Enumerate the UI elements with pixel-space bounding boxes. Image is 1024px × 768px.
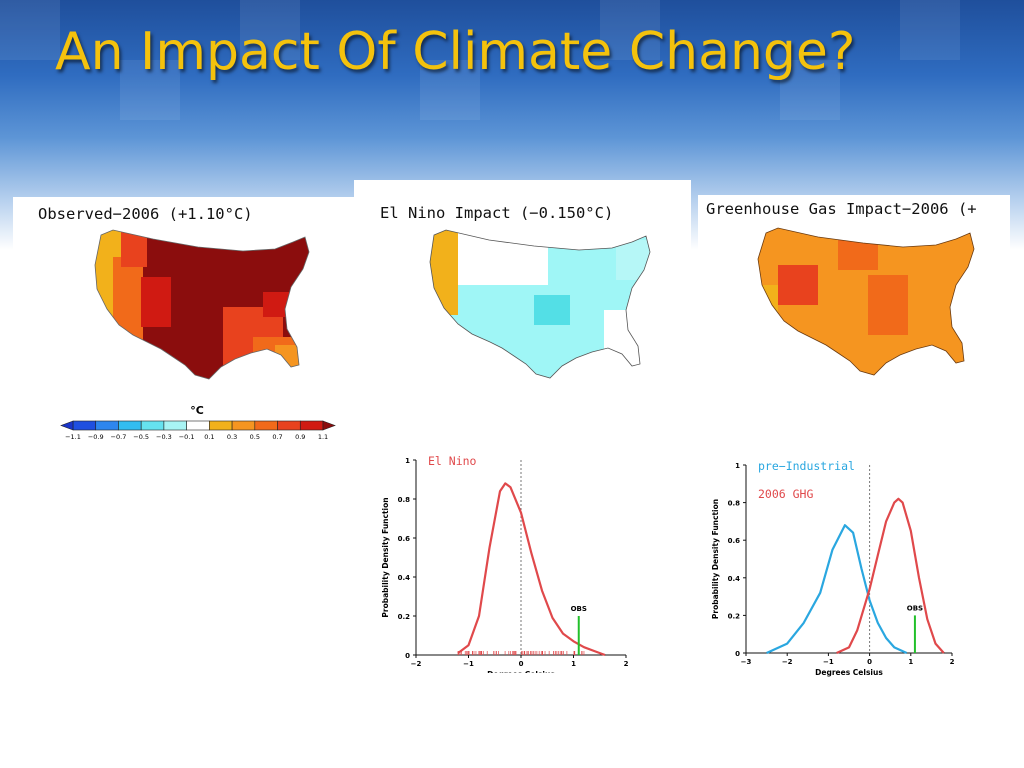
colorbar-swatch: [277, 420, 301, 431]
y-tick-label: 0: [735, 650, 740, 658]
colorbar-tick-label: 0.5: [250, 433, 260, 441]
banner-tile: [240, 0, 300, 60]
colorbar-swatch: [231, 420, 256, 431]
x-tick-label: 2: [624, 660, 629, 668]
x-tick-label: −2: [411, 660, 422, 668]
pdf-series-line: [766, 524, 908, 655]
elnino-map-title: El Nino Impact (−0.150°C): [380, 204, 614, 222]
y-axis-label: Probability Density Function: [711, 499, 720, 619]
banner-tile: [780, 60, 840, 120]
colorbar-tick-label: −0.5: [133, 433, 149, 441]
banner-tile: [420, 60, 480, 120]
x-tick-label: −3: [741, 658, 752, 666]
y-tick-label: 0.4: [728, 575, 741, 583]
colorbar-swatch: [209, 420, 233, 431]
banner-tile: [0, 0, 60, 60]
colorbar-tick-label: 0.9: [295, 433, 305, 441]
colorbar-swatch: [299, 420, 324, 431]
colorbar-swatch: [254, 420, 278, 431]
x-axis-label: Degrees Celsius: [487, 670, 555, 673]
x-tick-label: 2: [950, 658, 955, 666]
ghg-pdf-chart: 0 0.2 0.4 0.6 0.8 1 −3 −2 −1 0 1 2 OBS Probability De…: [710, 448, 960, 678]
obs-label: OBS: [571, 605, 587, 613]
banner-tile: [600, 0, 660, 60]
colorbar-tick-label: 0.3: [227, 433, 237, 441]
banner-tile: [900, 0, 960, 60]
x-tick-label: 1: [908, 658, 913, 666]
obs-label: OBS: [907, 604, 923, 612]
observed-map: °C −1.1 −0.9 −0.7 −0.5 −0.3 −0.1 0.1 0.3 0.5 0.7 0…: [60, 229, 336, 441]
y-tick-label: 0.2: [728, 612, 741, 620]
colorbar-tick-label: −0.9: [88, 433, 104, 441]
colorbar-arrow-left: [60, 420, 74, 431]
y-tick-label: 0.2: [398, 613, 411, 621]
y-axis-label: Probability Density Function: [381, 497, 390, 617]
observed-map-panel: Observed−2006 (+1.10°C) °C −1.1 −0.9 −0.7−…: [13, 197, 355, 447]
y-tick-label: 0.6: [728, 537, 741, 545]
x-tick-label: −1: [463, 660, 474, 668]
y-tick-label: 0.8: [398, 496, 411, 504]
colorbar-tick-label: −1.1: [65, 433, 81, 441]
ghg-map: [757, 227, 975, 376]
ghg-map-title: Greenhouse Gas Impact−2006 (+: [706, 200, 977, 218]
legend-entry: pre−Industrial: [758, 459, 855, 473]
x-tick-label: 0: [867, 658, 872, 666]
observed-map-title: Observed−2006 (+1.10°C): [38, 205, 253, 223]
colorbar-tick-label: 0.7: [272, 433, 282, 441]
colorbar-swatch: [118, 420, 142, 431]
colorbar-unit: °C: [190, 404, 204, 417]
colorbar-swatch: [163, 420, 187, 431]
banner-tile: [120, 60, 180, 120]
y-tick-label: 1: [405, 457, 410, 465]
x-tick-label: −1: [823, 658, 834, 666]
y-tick-label: 1: [735, 462, 740, 470]
elnino-pdf-chart: 0 0.2 0.4 0.6 0.8 1 −2 −1 0 1 2 OBS Probability Dens…: [372, 448, 642, 673]
y-tick-label: 0: [405, 652, 410, 660]
colorbar-tick-label: −0.1: [179, 433, 195, 441]
colorbar: −1.1 −0.9 −0.7 −0.5 −0.3 −0.1 0.1 0.3 0.5 0.7 0.9 1…: [60, 420, 336, 441]
elnino-map: [429, 229, 651, 379]
x-tick-label: −2: [782, 658, 793, 666]
colorbar-tick-label: −0.7: [111, 433, 127, 441]
x-axis-label: Degrees Celsius: [815, 668, 883, 677]
x-tick-label: 1: [571, 660, 576, 668]
colorbar-arrow-right: [322, 420, 336, 431]
colorbar-swatch: [140, 420, 165, 431]
x-tick-label: 0: [519, 660, 524, 668]
ghg-map-panel: Greenhouse Gas Impact−2006 (+: [698, 195, 1010, 395]
colorbar-tick-label: 0.1: [204, 433, 214, 441]
colorbar-tick-label: −0.3: [156, 433, 172, 441]
legend-entry: El Nino: [428, 454, 477, 468]
pdf-series-line: [836, 497, 945, 655]
y-tick-label: 0.8: [728, 500, 741, 508]
colorbar-swatch: [186, 420, 210, 431]
elnino-map-panel: El Nino Impact (−0.150°C): [354, 180, 691, 390]
slide-title: An Impact Of Climate Change?: [55, 22, 856, 82]
y-tick-label: 0.6: [398, 535, 411, 543]
colorbar-swatch: [95, 420, 119, 431]
colorbar-swatch: [72, 420, 97, 431]
colorbar-tick-label: 1.1: [318, 433, 328, 441]
legend-entry: 2006 GHG: [758, 487, 813, 501]
y-tick-label: 0.4: [398, 574, 411, 582]
